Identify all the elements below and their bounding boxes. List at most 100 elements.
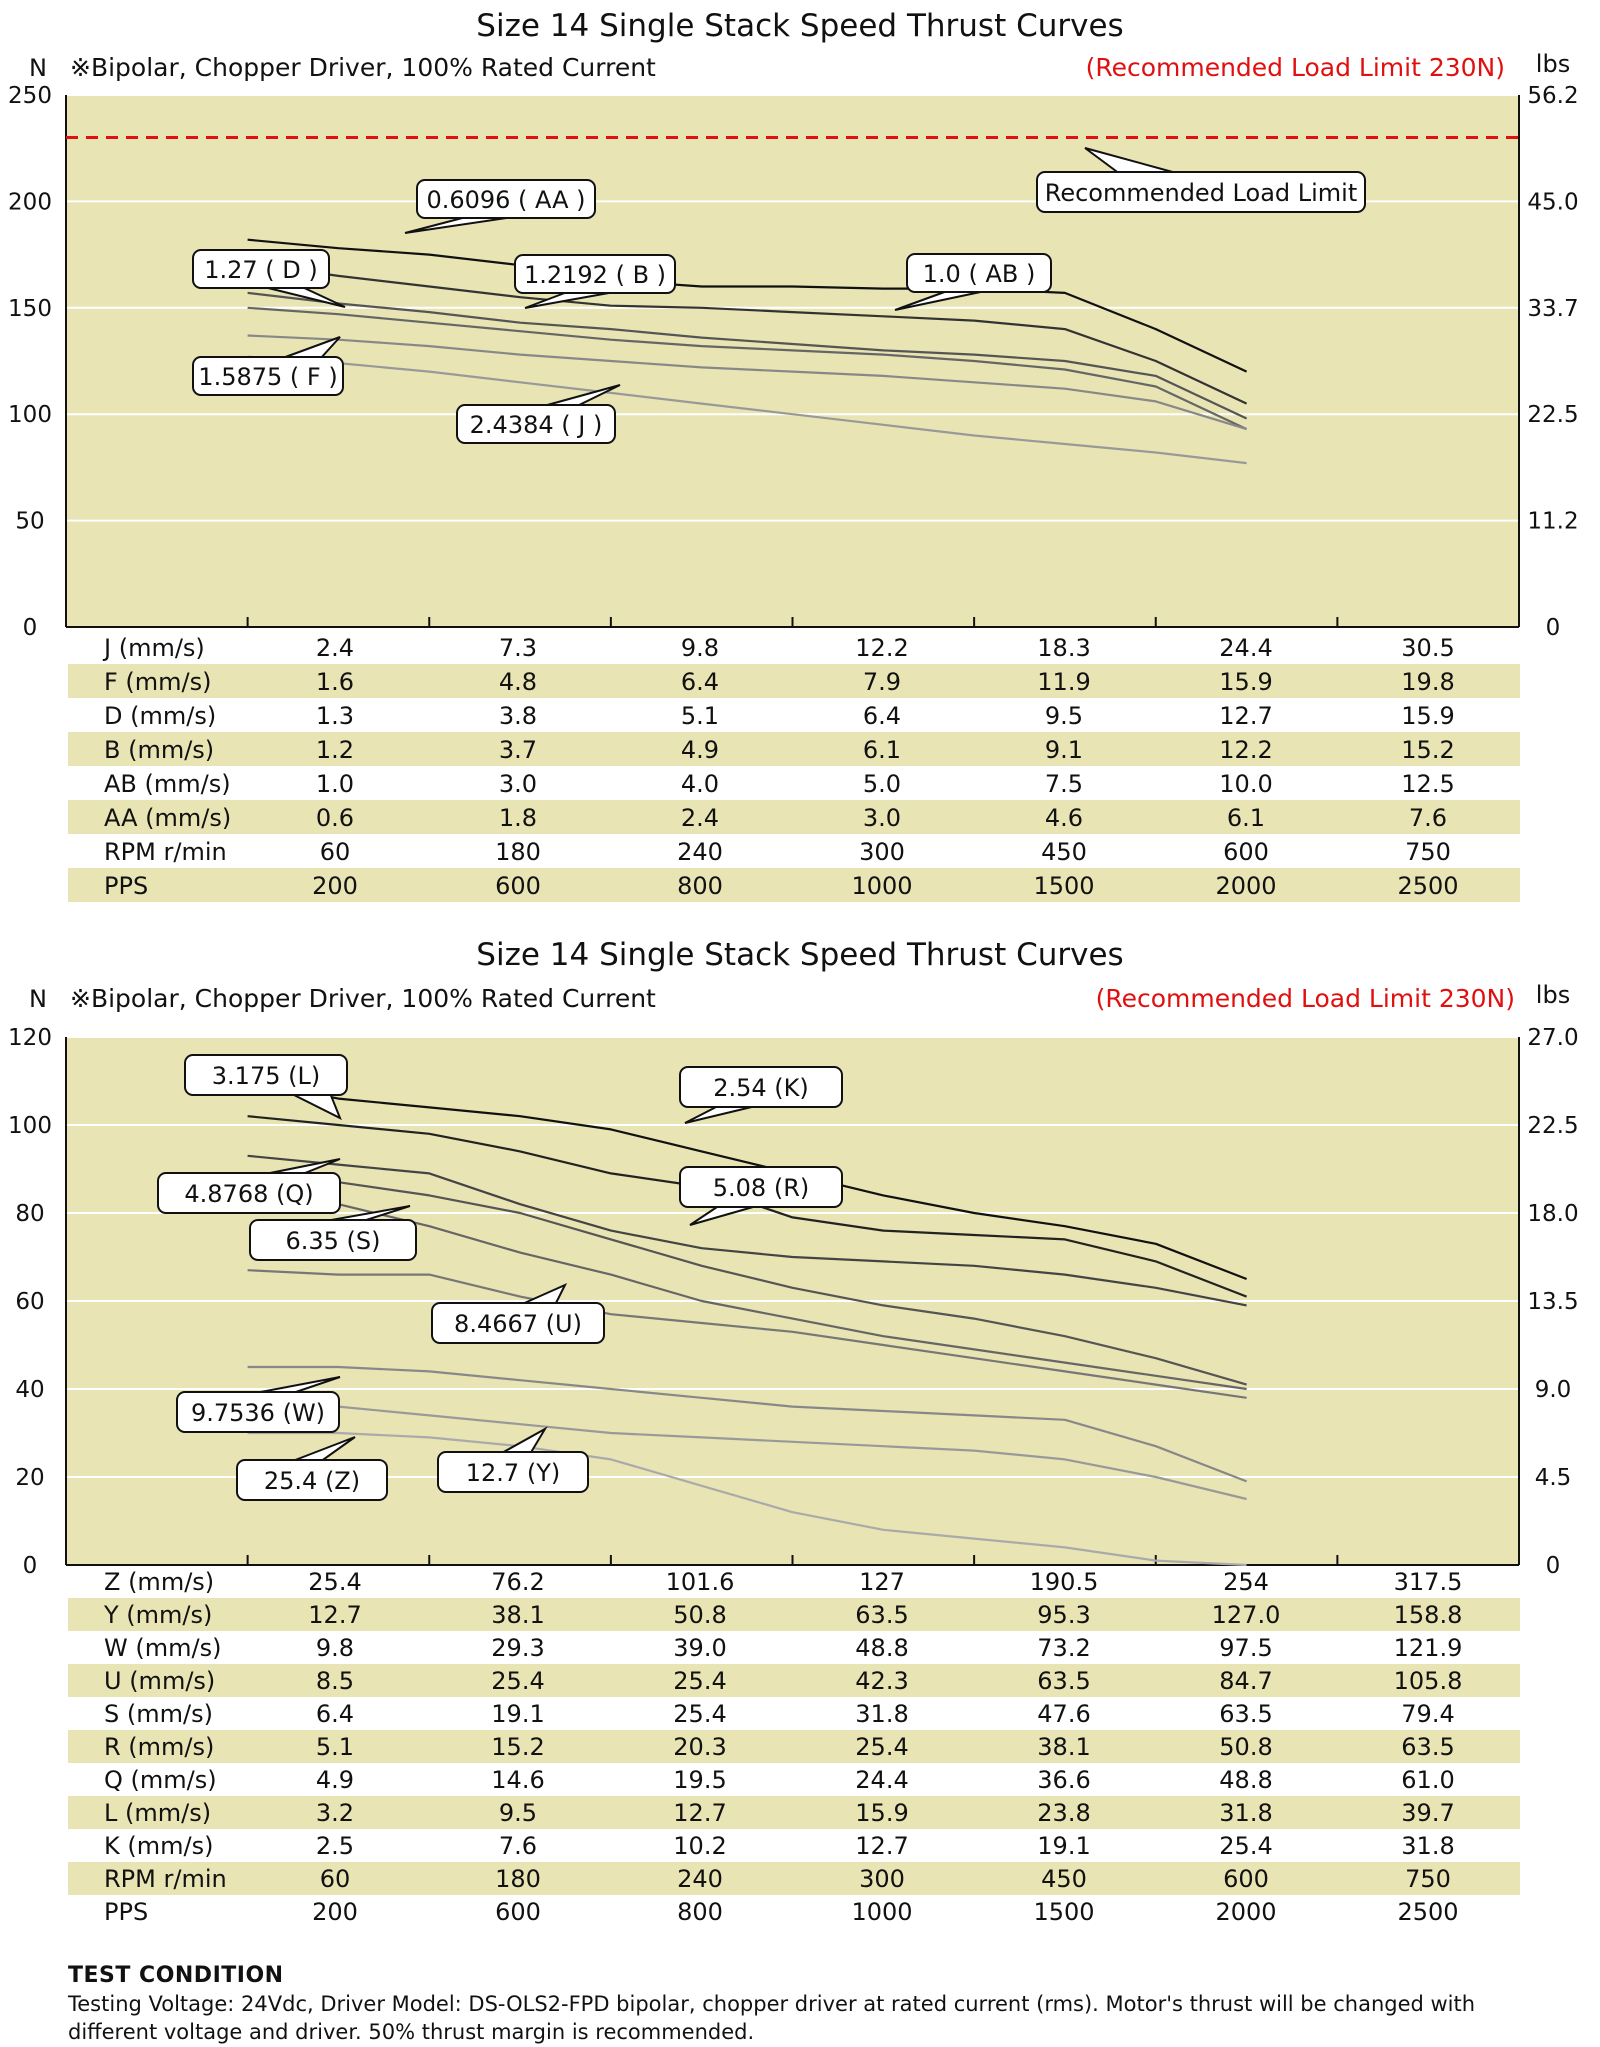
table-cell: 6.4 [316, 1700, 354, 1728]
table-cell: 10.0 [1219, 770, 1272, 798]
table-cell: 600 [1223, 1865, 1269, 1893]
table-cell: 20.3 [673, 1733, 726, 1761]
table-cell: 4.9 [681, 736, 719, 764]
table-cell: 300 [859, 1865, 905, 1893]
table-cell: 2000 [1215, 872, 1276, 900]
table-cell: 3.0 [863, 804, 901, 832]
table-row-label: AB (mm/s) [104, 770, 231, 798]
table-row-label: J (mm/s) [102, 634, 205, 662]
series-9-7536-w [247, 1365, 1247, 1483]
callout-1-27-d: 1.27 ( D ) [192, 249, 346, 308]
table-cell: 60 [320, 838, 351, 866]
table-cell: 38.1 [491, 1601, 544, 1629]
table-cell: 12.2 [1219, 736, 1272, 764]
table-cell: 38.1 [1037, 1733, 1090, 1761]
table-row-shade [68, 1598, 1520, 1631]
y-unit-right: lbs [1536, 981, 1570, 1009]
table-cell: 19.8 [1401, 668, 1454, 696]
callout-1-27-d-text: 1.27 ( D ) [204, 256, 318, 284]
table-cell: 800 [677, 872, 723, 900]
table-cell: 12.7 [1219, 702, 1272, 730]
table-cell: 12.7 [308, 1601, 361, 1629]
table-cell: 15.2 [491, 1733, 544, 1761]
callout-8-4667-u-text: 8.4667 (U) [454, 1310, 582, 1338]
table-row-label: L (mm/s) [104, 1799, 211, 1827]
y-unit-left: N [29, 54, 47, 82]
callout-4-8768-q-box [157, 1172, 341, 1214]
table-cell: 47.6 [1037, 1700, 1090, 1728]
table-cell: 31.8 [1219, 1799, 1272, 1827]
table-cell: 1.8 [499, 804, 537, 832]
table-cell: 97.5 [1219, 1634, 1272, 1662]
table-row-label: RPM r/min [104, 1865, 227, 1893]
y-tick-left: 80 [15, 1201, 44, 1227]
series-12-7-y [247, 1396, 1247, 1501]
table-cell: 19.5 [673, 1766, 726, 1794]
callout-2-4384-j-box [456, 404, 616, 444]
table-cell: 6.4 [863, 702, 901, 730]
table-cell: 95.3 [1037, 1601, 1090, 1629]
table-row-shade [68, 1730, 1520, 1763]
y-tick-left: 200 [8, 189, 52, 215]
table-row-shade [68, 732, 1520, 766]
table-cell: 24.4 [1219, 634, 1272, 662]
table-cell: 6.1 [1227, 804, 1265, 832]
callout-1-2192-b-text: 1.2192 ( B ) [524, 261, 666, 289]
table-cell: 14.6 [491, 1766, 544, 1794]
table-cell: 1000 [851, 1898, 912, 1926]
table-row-label: R (mm/s) [104, 1733, 214, 1761]
table-cell: 200 [312, 872, 358, 900]
callout-5-08-r-box [679, 1166, 843, 1208]
y-tick-left: 0 [23, 615, 38, 641]
load-limit-note: (Recommended Load Limit 230N) [1086, 53, 1505, 82]
table-cell: 750 [1405, 838, 1451, 866]
table-cell: 300 [859, 838, 905, 866]
series-1-2192-b [247, 262, 1248, 405]
chart-title: Size 14 Single Stack Speed Thrust Curves [476, 8, 1123, 44]
table-cell: 1.0 [316, 770, 354, 798]
y-tick-right: 18.0 [1527, 1201, 1578, 1227]
callout-3-175-l-text: 3.175 (L) [212, 1062, 320, 1090]
y-tick-right: 11.2 [1527, 509, 1578, 535]
table-cell: 9.5 [499, 1799, 537, 1827]
table-cell: 2500 [1397, 1898, 1458, 1926]
table-cell: 63.5 [855, 1601, 908, 1629]
y-tick-right: 56.2 [1527, 83, 1578, 109]
table-cell: 50.8 [673, 1601, 726, 1629]
table-cell: 2500 [1397, 872, 1458, 900]
table-cell: 7.6 [499, 1832, 537, 1860]
callout-3-175-l-box [184, 1054, 348, 1096]
table-cell: 158.8 [1394, 1601, 1463, 1629]
table-cell: 63.5 [1219, 1700, 1272, 1728]
table-cell: 61.0 [1401, 1766, 1454, 1794]
table-cell: 0.6 [316, 804, 354, 832]
callout-9-7536-w-box [176, 1391, 340, 1433]
table-cell: 25.4 [673, 1667, 726, 1695]
chart-subtitle: ※Bipolar, Chopper Driver, 100% Rated Cur… [70, 53, 656, 82]
y-tick-right: 0 [1546, 1553, 1561, 1579]
callout-recommended-load-limit-box [1036, 171, 1366, 213]
table-cell: 39.0 [673, 1634, 726, 1662]
callout-0-6096-aa-text: 0.6096 ( AA ) [426, 186, 585, 214]
y-unit-right: lbs [1536, 50, 1570, 78]
y-tick-right: 0 [1546, 615, 1561, 641]
y-tick-right: 13.5 [1527, 1289, 1578, 1315]
table-cell: 600 [495, 872, 541, 900]
table-cell: 48.8 [1219, 1766, 1272, 1794]
table-cell: 63.5 [1401, 1733, 1454, 1761]
table-cell: 127 [859, 1568, 905, 1596]
series-3-175-l [247, 1079, 1247, 1281]
callout-4-8768-q: 4.8768 (Q) [157, 1158, 341, 1214]
table-cell: 19.1 [491, 1700, 544, 1728]
y-tick-right: 22.5 [1527, 1113, 1578, 1139]
table-row-label: S (mm/s) [104, 1700, 213, 1728]
table-cell: 24.4 [855, 1766, 908, 1794]
y-tick-left: 250 [8, 83, 52, 109]
table-cell: 8.5 [316, 1667, 354, 1695]
table-cell: 12.7 [673, 1799, 726, 1827]
load-limit-note: (Recommended Load Limit 230N) [1096, 984, 1515, 1013]
table-row-label: PPS [104, 1898, 148, 1926]
y-tick-right: 27.0 [1527, 1025, 1578, 1051]
table-cell: 180 [495, 838, 541, 866]
table-cell: 15.2 [1401, 736, 1454, 764]
